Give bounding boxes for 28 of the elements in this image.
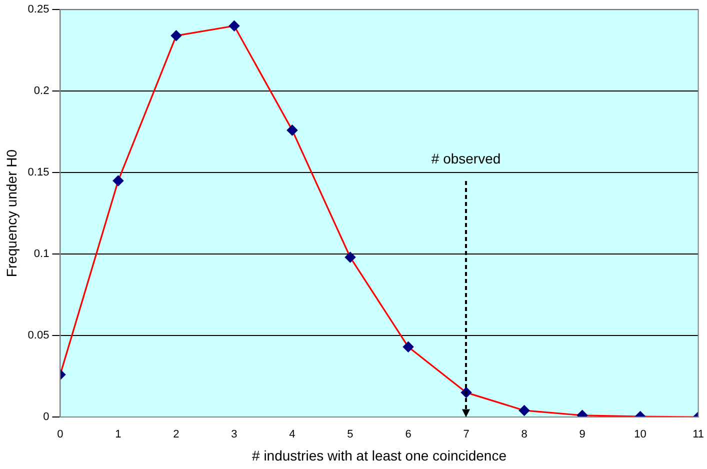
y-tick-label: 0 xyxy=(43,411,50,424)
y-tick-label: 0.15 xyxy=(28,166,50,179)
x-tick-label: 9 xyxy=(579,428,586,441)
y-tick-label: 0.1 xyxy=(34,248,50,260)
x-tick-label: 10 xyxy=(634,428,646,441)
x-tick-label: 6 xyxy=(405,428,412,441)
point xyxy=(344,252,356,263)
x-tick-label: 7 xyxy=(463,428,470,441)
y-tick-label: 0.2 xyxy=(34,85,50,98)
x-axis-title: # industries with at least one coincidence xyxy=(252,447,507,464)
annotation: # observed xyxy=(431,150,501,166)
point xyxy=(518,405,530,416)
x-tick-label: 2 xyxy=(173,428,180,441)
point xyxy=(228,20,240,32)
x-tick-label: 8 xyxy=(521,428,528,441)
x-tick-label: 5 xyxy=(347,428,354,441)
x-tick-label: 11 xyxy=(692,428,704,441)
x-tick-label: 0 xyxy=(57,428,64,441)
point xyxy=(402,342,414,352)
x-tick-label: 1 xyxy=(115,428,122,441)
point xyxy=(170,30,182,41)
y-axis-title: Frequency under H0 xyxy=(3,149,20,278)
x-tick-label: 3 xyxy=(231,428,238,441)
point xyxy=(286,124,298,136)
point xyxy=(112,175,124,186)
y-tick-label: 0.05 xyxy=(28,330,50,342)
y-tick-label: 0.25 xyxy=(28,4,50,16)
x-tick-label: 4 xyxy=(289,428,296,441)
